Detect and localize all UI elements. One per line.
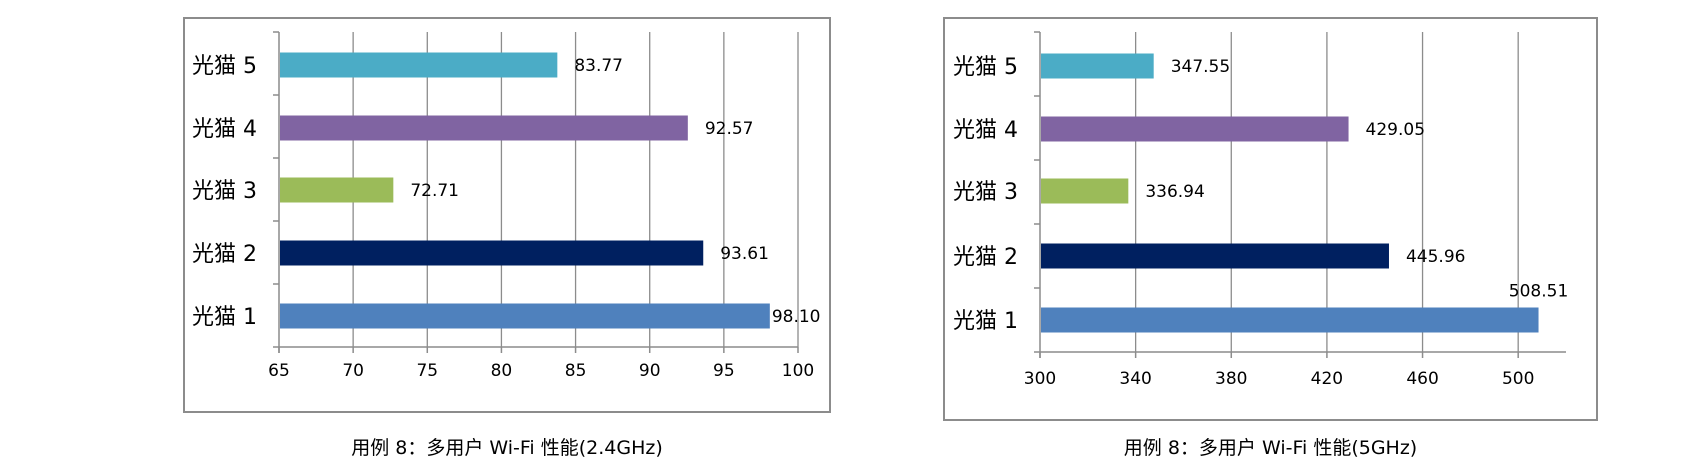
chart-caption: 用例 8：多用户 Wi-Fi 性能(5GHz) — [1123, 437, 1418, 459]
category-label: 光猫 3 — [953, 180, 1018, 205]
bar — [1041, 53, 1154, 79]
data-label: 347.55 — [1171, 57, 1230, 77]
x-tick-label: 80 — [491, 361, 513, 381]
data-label: 92.57 — [705, 119, 754, 139]
data-label: 336.94 — [1145, 182, 1204, 202]
x-tick-label: 70 — [342, 361, 364, 381]
data-label: 508.51 — [1509, 282, 1568, 302]
bar — [1041, 243, 1389, 269]
x-tick-label: 460 — [1406, 369, 1438, 389]
data-label: 93.61 — [720, 244, 769, 264]
category-label: 光猫 5 — [192, 54, 257, 79]
category-label: 光猫 3 — [192, 179, 257, 204]
x-tick-label: 340 — [1119, 369, 1151, 389]
category-label: 光猫 1 — [953, 309, 1018, 334]
x-tick-label: 420 — [1311, 369, 1343, 389]
bar — [280, 177, 394, 203]
x-tick-label: 100 — [782, 361, 814, 381]
bar — [280, 52, 558, 78]
data-label: 83.77 — [574, 56, 623, 76]
x-tick-label: 300 — [1024, 369, 1056, 389]
data-label: 72.71 — [410, 181, 459, 201]
x-tick-label: 90 — [639, 361, 661, 381]
x-tick-label: 85 — [565, 361, 587, 381]
bar — [280, 115, 688, 141]
chart-panel-24ghz: 65 70 75 80 85 90 95 100 光猫 1 98.10 光猫 2 93.61 光猫 3 7… — [183, 17, 831, 459]
category-label: 光猫 5 — [953, 55, 1018, 80]
bar — [280, 240, 704, 266]
data-label: 429.05 — [1366, 120, 1425, 140]
bar — [1041, 307, 1539, 333]
category-label: 光猫 1 — [192, 305, 257, 330]
data-label: 98.10 — [772, 307, 821, 327]
x-tick-label: 500 — [1502, 369, 1534, 389]
category-label: 光猫 4 — [953, 118, 1018, 143]
chart-caption: 用例 8：多用户 Wi-Fi 性能(2.4GHz) — [351, 437, 663, 459]
bar — [1041, 116, 1349, 142]
chart-24ghz: 65 70 75 80 85 90 95 100 光猫 1 98.10 光猫 2 93.61 光猫 3 7… — [192, 31, 821, 381]
x-tick-label: 95 — [713, 361, 735, 381]
x-tick-label: 65 — [268, 361, 290, 381]
x-tick-label: 75 — [416, 361, 438, 381]
category-label: 光猫 2 — [192, 242, 257, 267]
bar — [280, 303, 770, 329]
category-label: 光猫 2 — [953, 245, 1018, 270]
x-tick-label: 380 — [1215, 369, 1247, 389]
bar — [1041, 178, 1129, 204]
data-label: 445.96 — [1406, 247, 1465, 267]
chart-frame — [943, 17, 1598, 421]
category-label: 光猫 4 — [192, 117, 257, 142]
